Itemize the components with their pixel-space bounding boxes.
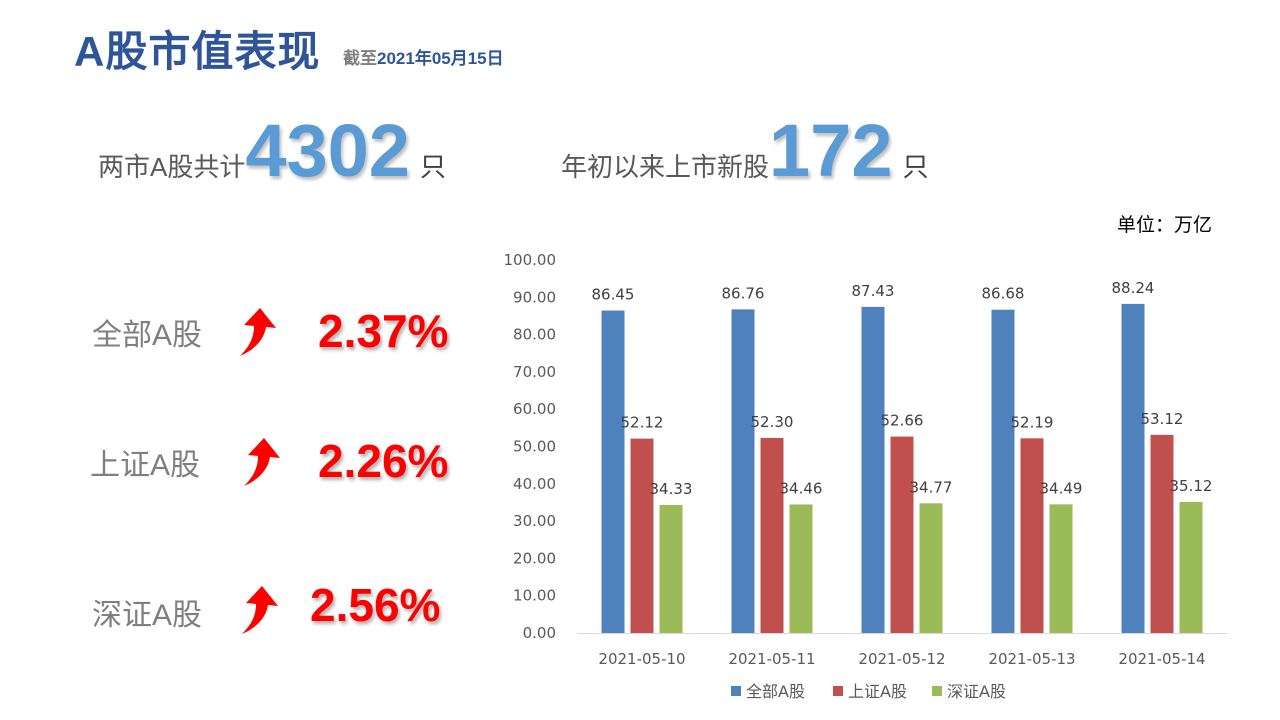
bar-2 <box>890 436 914 633</box>
index-label-all-a: 全部A股 <box>92 319 203 352</box>
legend-swatch <box>833 686 843 696</box>
data-label: 86.76 <box>722 284 765 302</box>
bar-3 <box>1049 504 1073 633</box>
index-label-shenzhen-a: 深证A股 <box>92 599 203 632</box>
bar-2 <box>630 438 654 633</box>
data-label: 86.45 <box>592 286 635 304</box>
index-label-shanghai-a: 上证A股 <box>90 449 201 482</box>
y-tick-label: 80.00 <box>513 326 556 344</box>
bar-1 <box>1121 303 1145 633</box>
legend-label: 上证A股 <box>848 682 907 701</box>
date-prefix: 截至 <box>343 49 377 68</box>
y-tick-label: 70.00 <box>513 363 556 381</box>
unit-label: 单位：万亿 <box>1117 215 1213 236</box>
data-label: 52.30 <box>751 413 794 431</box>
stat-total-value: 4302 <box>245 109 410 192</box>
stat-new-value: 172 <box>769 109 893 192</box>
data-label: 34.77 <box>910 478 953 496</box>
x-tick-label: 2021-05-12 <box>858 650 945 668</box>
stat-new-label: 年初以来上市新股 <box>561 152 770 182</box>
legend-swatch <box>932 686 942 696</box>
legend-label: 全部A股 <box>746 682 805 701</box>
page-title: A股市值表现 <box>74 28 321 75</box>
x-tick-label: 2021-05-14 <box>1118 650 1205 668</box>
legend-label: 深证A股 <box>947 682 1006 701</box>
bar-3 <box>1179 502 1203 633</box>
data-label: 87.43 <box>852 282 895 300</box>
data-label: 35.12 <box>1170 477 1213 495</box>
data-label: 34.49 <box>1040 479 1083 497</box>
bar-2 <box>760 437 784 633</box>
y-tick-label: 0.00 <box>523 624 556 642</box>
legend-swatch <box>731 686 741 696</box>
data-label: 52.19 <box>1011 413 1054 431</box>
y-tick-label: 90.00 <box>513 288 556 306</box>
y-tick-label: 100.00 <box>504 251 557 269</box>
stat-new-unit: 只 <box>902 152 929 182</box>
bar-1 <box>991 309 1015 633</box>
y-tick-label: 20.00 <box>513 549 556 567</box>
index-change-all-a: 2.37% <box>318 305 449 357</box>
data-label: 53.12 <box>1141 410 1184 428</box>
bar-2 <box>1150 434 1174 633</box>
bar-1 <box>601 310 625 633</box>
data-label: 86.68 <box>982 285 1025 303</box>
y-tick-label: 30.00 <box>513 512 556 530</box>
up-arrow-icon <box>242 586 278 634</box>
data-label: 52.12 <box>621 414 664 432</box>
bar-1 <box>731 309 755 633</box>
x-tick-label: 2021-05-11 <box>728 650 815 668</box>
stat-total-stocks: 两市A股共计4302 只 <box>98 108 446 193</box>
data-label: 34.46 <box>780 479 823 497</box>
data-label: 34.33 <box>650 480 693 498</box>
y-tick-label: 40.00 <box>513 475 556 493</box>
bar-2 <box>1020 438 1044 633</box>
bar-3 <box>789 504 813 633</box>
y-tick-label: 50.00 <box>513 438 556 456</box>
stat-total-label: 两市A股共计 <box>98 152 246 182</box>
x-tick-label: 2021-05-10 <box>598 650 685 668</box>
data-label: 52.66 <box>881 412 924 430</box>
date-value: 2021年05月15日 <box>377 49 504 68</box>
data-label: 88.24 <box>1112 279 1155 297</box>
index-change-shanghai-a: 2.26% <box>318 435 449 487</box>
bar-3 <box>659 504 683 633</box>
bar-3 <box>919 503 943 633</box>
index-change-shenzhen-a: 2.56% <box>310 579 441 631</box>
y-tick-label: 10.00 <box>513 587 556 605</box>
stat-new-listings: 年初以来上市新股172 只 <box>561 108 929 193</box>
as-of-date: 截至2021年05月15日 <box>343 44 504 69</box>
x-tick-label: 2021-05-13 <box>988 650 1075 668</box>
up-arrow-icon <box>240 308 276 356</box>
stat-total-unit: 只 <box>419 152 446 182</box>
y-tick-label: 60.00 <box>513 400 556 418</box>
up-arrow-icon <box>244 438 280 486</box>
bar-1 <box>861 306 885 633</box>
